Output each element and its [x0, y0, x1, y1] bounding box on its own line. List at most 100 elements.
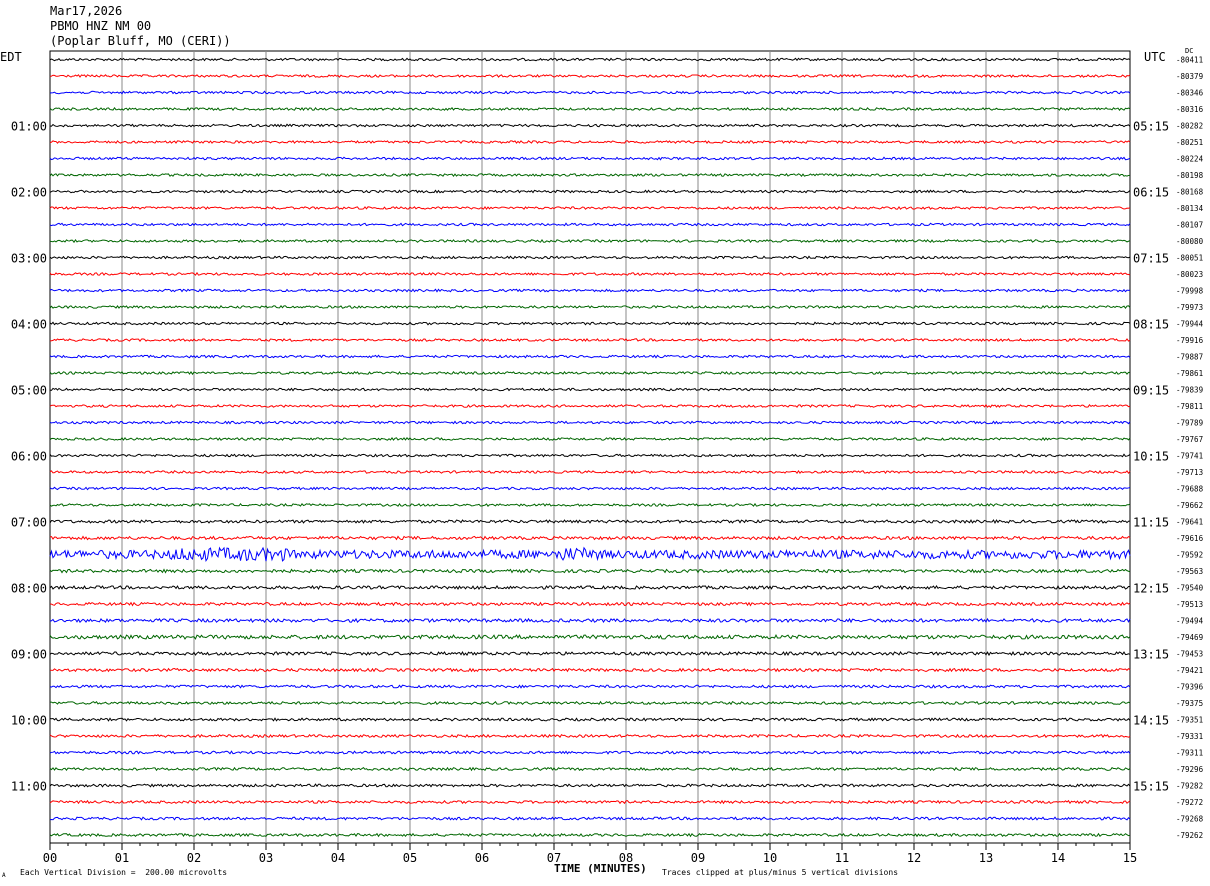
header-date: Mar17,2026 [50, 4, 123, 18]
seismic-trace [49, 816, 1131, 821]
header-station: PBMO HNZ NM 00 [50, 19, 152, 33]
seismic-trace [49, 799, 1131, 805]
right-hour-label: 05:15 [1133, 120, 1169, 134]
seismic-trace [49, 354, 1131, 359]
seismic-trace [49, 568, 1131, 574]
dc-offset-label: -79421 [1176, 666, 1203, 675]
seismic-trace [49, 667, 1131, 673]
left-hour-label: 03:00 [11, 252, 47, 266]
dc-offset-label: -79887 [1176, 353, 1203, 362]
seismic-trace [49, 123, 1131, 128]
right-hour-label: 09:15 [1133, 384, 1169, 398]
seismic-trace [49, 502, 1131, 507]
seismic-trace [49, 404, 1131, 408]
dc-offset-label: -79741 [1176, 452, 1203, 461]
plot-frame [49, 50, 1131, 844]
right-timezone-label: UTC [1144, 50, 1166, 64]
seismic-trace [49, 255, 1131, 260]
seismic-trace [49, 486, 1131, 491]
dc-offset-label: -79272 [1176, 798, 1203, 807]
dc-offset-label: -79563 [1176, 567, 1203, 576]
seismic-trace [49, 288, 1131, 293]
right-hour-label: 11:15 [1133, 516, 1169, 530]
dc-offset-label: -79811 [1176, 402, 1203, 411]
seismic-trace [49, 601, 1131, 607]
seismic-trace [49, 436, 1131, 442]
seismic-trace [49, 766, 1131, 772]
seismic-trace [49, 90, 1131, 95]
dc-offset-label: -79641 [1176, 518, 1203, 527]
dc-offset-label: -79351 [1176, 716, 1203, 725]
dc-offset-label: -79973 [1176, 303, 1203, 312]
seismic-trace [49, 546, 1131, 563]
dc-offset-label: -79998 [1176, 287, 1204, 296]
x-tick-label: 05 [403, 851, 417, 865]
seismic-trace [49, 750, 1131, 755]
dc-offset-label: -79944 [1176, 320, 1204, 329]
seismic-trace [49, 783, 1131, 788]
dc-offset-label: -79789 [1176, 419, 1203, 428]
x-tick-label: 12 [907, 851, 921, 865]
x-tick-label: 08 [619, 851, 633, 865]
seismic-trace [49, 634, 1131, 640]
seismic-trace [49, 271, 1131, 277]
dc-offset-label: -80134 [1176, 204, 1204, 213]
seismic-trace [49, 74, 1131, 79]
x-tick-label: 00 [43, 851, 57, 865]
dc-offset-label: -79494 [1176, 617, 1204, 626]
seismic-trace [49, 519, 1131, 524]
left-hour-label: 02:00 [11, 186, 47, 200]
x-axis-title: TIME (MINUTES) [554, 862, 647, 875]
dc-offset-label: -79713 [1176, 468, 1203, 477]
dc-label: DC [1185, 47, 1194, 55]
seismic-trace [49, 684, 1131, 689]
x-tick-label: 11 [835, 851, 849, 865]
seismic-trace [49, 106, 1131, 112]
dc-offset-label: -79513 [1176, 600, 1203, 609]
dc-offset-label: -80107 [1176, 221, 1203, 230]
seismic-trace [49, 717, 1131, 722]
left-timezone-label: EDT [0, 50, 22, 64]
dc-offset-label: -80282 [1176, 122, 1203, 131]
seismic-trace [49, 387, 1131, 392]
dc-offset-label: -80316 [1176, 105, 1204, 114]
seismic-trace [49, 205, 1131, 211]
right-hour-label: 07:15 [1133, 252, 1169, 266]
dc-offset-label: -80251 [1176, 138, 1203, 147]
dc-offset-label: -79268 [1176, 815, 1204, 824]
left-hour-label: 07:00 [11, 516, 47, 530]
seismic-trace [49, 172, 1131, 178]
x-tick-label: 04 [331, 851, 345, 865]
scale-note: Each Vertical Division = 200.00 microvol… [20, 868, 228, 877]
dc-offset-label: -79916 [1176, 336, 1204, 345]
seismic-trace [49, 338, 1131, 343]
seismic-trace [49, 189, 1131, 194]
dc-offset-label: -80080 [1176, 237, 1204, 246]
left-hour-label: 04:00 [11, 318, 47, 332]
left-hour-label: 09:00 [11, 648, 47, 662]
right-hour-label: 14:15 [1133, 714, 1169, 728]
right-hour-label: 10:15 [1133, 450, 1169, 464]
dc-offset-label: -79453 [1176, 650, 1203, 659]
seismic-trace [49, 140, 1131, 145]
x-tick-label: 03 [259, 851, 273, 865]
x-tick-label: 14 [1051, 851, 1065, 865]
dc-offset-label: -79592 [1176, 551, 1203, 560]
seismic-trace [49, 321, 1131, 326]
dc-offset-label: -79688 [1176, 485, 1204, 494]
left-hour-label: 08:00 [11, 582, 47, 596]
dc-offset-label: -80379 [1176, 72, 1203, 81]
seismic-trace [49, 420, 1131, 425]
left-hour-label: 01:00 [11, 120, 47, 134]
seismic-trace [49, 651, 1131, 657]
dc-offset-label: -79767 [1176, 435, 1203, 444]
seismic-trace [49, 535, 1131, 541]
dc-offset-label: -80346 [1176, 89, 1204, 98]
dc-offset-label: -79331 [1176, 732, 1203, 741]
dc-offset-label: -79282 [1176, 782, 1203, 791]
seismic-trace [49, 617, 1131, 624]
seismic-trace [49, 832, 1131, 838]
dc-offset-label: -80051 [1176, 254, 1203, 263]
x-tick-label: 13 [979, 851, 993, 865]
dc-offset-label: -79616 [1176, 534, 1204, 543]
